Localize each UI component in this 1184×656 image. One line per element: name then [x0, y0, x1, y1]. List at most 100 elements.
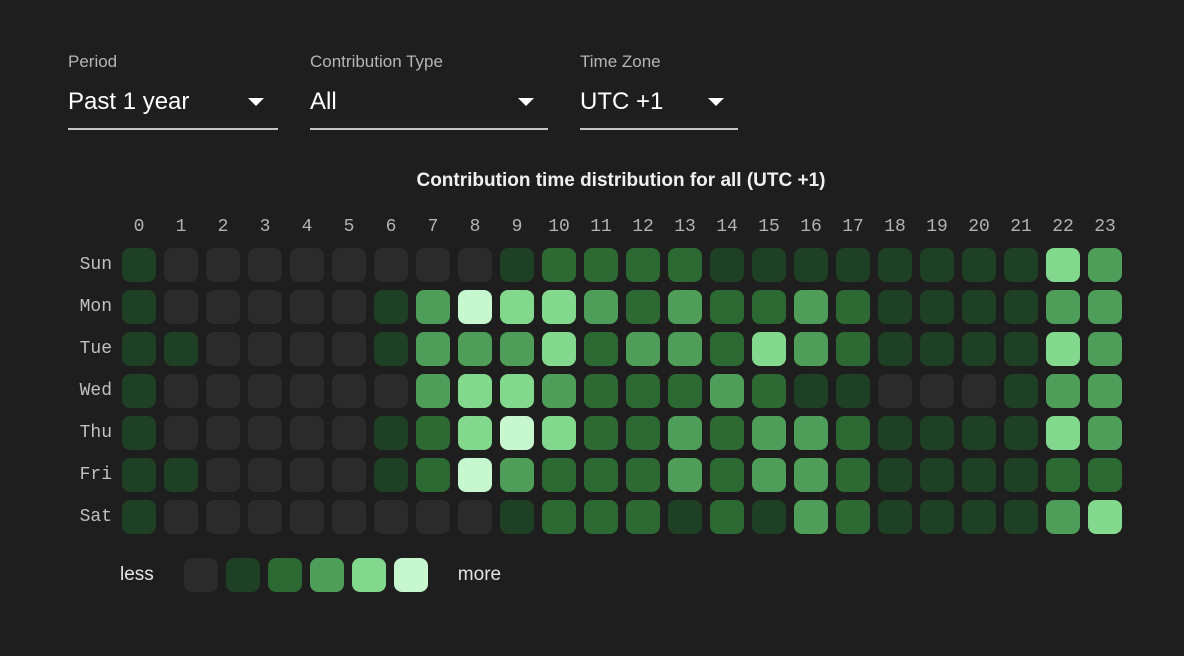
time-zone-label: Time Zone: [580, 52, 661, 71]
heatmap-cell: [878, 290, 912, 324]
heatmap-cell: [878, 374, 912, 408]
heatmap-cell: [248, 332, 282, 366]
heatmap-cell: [752, 374, 786, 408]
heatmap-cell: [500, 248, 534, 282]
heatmap-cell: [374, 374, 408, 408]
heatmap-cell: [332, 332, 366, 366]
heatmap-cell: [836, 416, 870, 450]
heatmap-cell: [1088, 332, 1122, 366]
heatmap-cell: [878, 332, 912, 366]
heatmap-cell: [1088, 374, 1122, 408]
hour-label: 5: [343, 217, 355, 237]
heatmap-cell: [1046, 458, 1080, 492]
heatmap-cell: [1004, 374, 1038, 408]
filter-bar: Period Past 1 year Contribution Type All…: [0, 0, 1184, 130]
heatmap-cell: [584, 374, 618, 408]
hour-label: 23: [1094, 217, 1116, 237]
heatmap-cell: [458, 500, 492, 534]
heatmap-cell: [416, 458, 450, 492]
heatmap-cell: [1046, 290, 1080, 324]
day-label: Sat: [79, 507, 112, 527]
hour-label: 2: [217, 217, 229, 237]
hour-label: 8: [469, 217, 481, 237]
heatmap-cell: [206, 374, 240, 408]
heatmap-cell: [836, 500, 870, 534]
contribution-type-dropdown[interactable]: All: [310, 88, 548, 130]
heatmap-cell: [1004, 332, 1038, 366]
heatmap-cell: [332, 416, 366, 450]
period-filter: Period Past 1 year: [68, 52, 278, 130]
heatmap-cell: [458, 374, 492, 408]
chevron-down-icon: [248, 98, 264, 106]
heatmap-cell: [752, 248, 786, 282]
heatmap-cell: [668, 290, 702, 324]
time-zone-dropdown[interactable]: UTC +1: [580, 88, 738, 130]
heatmap-cell: [626, 416, 660, 450]
heatmap-cell: [332, 374, 366, 408]
contribution-heatmap: 0 1 2 3 4 5 6 7 8 9 10 11 12 13 14 15 16 17 18 19 20 21 22 23 Su…: [64, 214, 1184, 534]
heatmap-cell: [290, 332, 324, 366]
heatmap-cell: [122, 374, 156, 408]
heatmap-cell: [752, 458, 786, 492]
heatmap-cell: [710, 500, 744, 534]
heatmap-cell: [710, 248, 744, 282]
heatmap-cell: [836, 374, 870, 408]
heatmap-cell: [626, 500, 660, 534]
hour-label: 15: [758, 217, 780, 237]
heatmap-cell: [122, 416, 156, 450]
heatmap-cell: [542, 416, 576, 450]
heatmap-cell: [668, 416, 702, 450]
heatmap-cell: [794, 458, 828, 492]
heatmap-cell: [500, 290, 534, 324]
heatmap-cell: [1046, 416, 1080, 450]
heatmap-cell: [458, 416, 492, 450]
heatmap-cell: [1004, 416, 1038, 450]
heatmap-cell: [374, 290, 408, 324]
contribution-type-value: All: [310, 88, 337, 115]
hour-label: 7: [427, 217, 439, 237]
heatmap-cell: [1046, 374, 1080, 408]
heatmap-cell: [710, 332, 744, 366]
heatmap-cell: [836, 332, 870, 366]
heatmap-cell: [1004, 458, 1038, 492]
period-dropdown[interactable]: Past 1 year: [68, 88, 278, 130]
heatmap-cell: [1004, 248, 1038, 282]
time-zone-filter: Time Zone UTC +1: [580, 52, 738, 130]
heatmap-cell: [290, 416, 324, 450]
heatmap-cell: [206, 416, 240, 450]
heatmap-cell: [626, 458, 660, 492]
heatmap-cell: [794, 248, 828, 282]
heatmap-cell: [836, 290, 870, 324]
heatmap-cell: [122, 500, 156, 534]
heatmap-cell: [290, 458, 324, 492]
heatmap-cell: [500, 374, 534, 408]
heatmap-cell: [542, 332, 576, 366]
heatmap-cell: [290, 290, 324, 324]
heatmap-cell: [920, 248, 954, 282]
hour-label: 13: [674, 217, 696, 237]
heatmap-cell: [248, 458, 282, 492]
heatmap-cell: [248, 290, 282, 324]
heatmap-cell: [416, 416, 450, 450]
heatmap-cell: [164, 416, 198, 450]
heatmap-cell: [584, 332, 618, 366]
heatmap-cell: [248, 416, 282, 450]
heatmap-cell: [164, 458, 198, 492]
hour-label: 4: [301, 217, 313, 237]
heatmap-cell: [542, 374, 576, 408]
heatmap-cell: [458, 458, 492, 492]
heatmap-cell: [1046, 500, 1080, 534]
heatmap-cell: [668, 500, 702, 534]
heatmap-cell: [962, 290, 996, 324]
heatmap-cell: [626, 290, 660, 324]
heatmap-cell: [500, 416, 534, 450]
heatmap-cell: [122, 248, 156, 282]
heatmap-cell: [500, 458, 534, 492]
heatmap-cell: [416, 500, 450, 534]
heatmap-cell: [668, 458, 702, 492]
heatmap-cell: [584, 248, 618, 282]
legend-swatch: [183, 558, 218, 592]
heatmap-cell: [836, 458, 870, 492]
heatmap-cell: [1004, 290, 1038, 324]
heatmap-cell: [626, 248, 660, 282]
